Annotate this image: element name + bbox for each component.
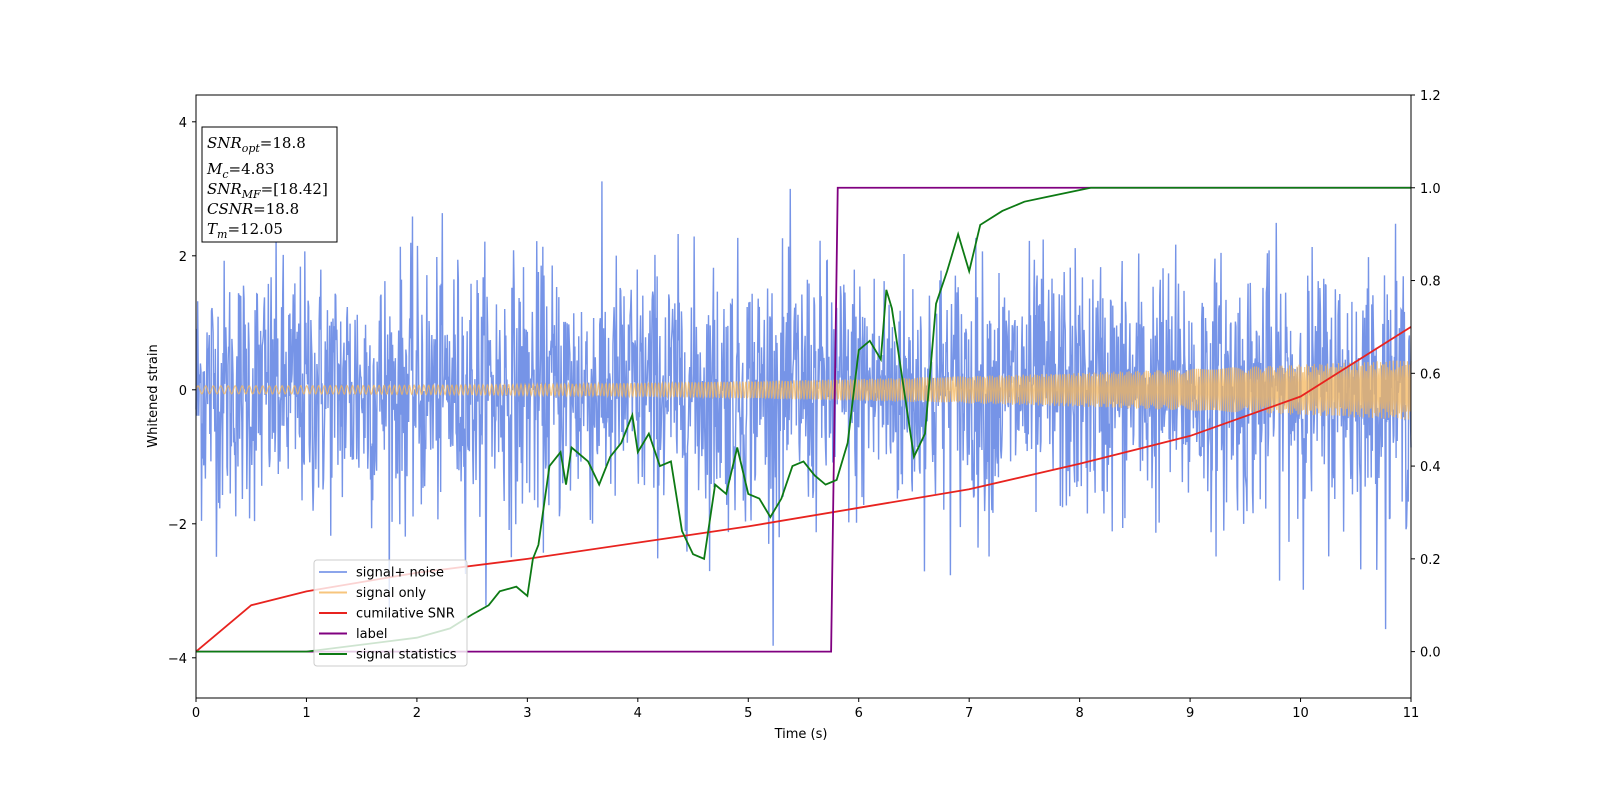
y2-axis: 0.0 0.2 0.4 0.6 0.8 1.0 1.2 — [1411, 89, 1441, 661]
x-tick-label: 11 — [1403, 706, 1420, 721]
x-tick-label: 7 — [965, 706, 973, 721]
info-box-frame — [201, 126, 338, 243]
x-tick-label: 4 — [634, 706, 642, 721]
x-axis-label: Time (s) — [774, 727, 828, 742]
info-snr-mf: SNRMF=[18.42] — [207, 180, 328, 201]
legend: signal+ noise signal only cumilative SNR la… — [313, 559, 468, 667]
signal-only-line — [195, 360, 1412, 420]
info-tm: Tm=12.05 — [207, 220, 283, 241]
signal-only-series — [195, 360, 1412, 420]
y2-tick-label: 1.2 — [1420, 89, 1441, 104]
plot-frame — [195, 94, 1412, 699]
y-axis: −4 −2 0 2 4 — [168, 116, 196, 667]
y-tick-label: −2 — [168, 518, 187, 533]
x-tick-label: 6 — [855, 706, 863, 721]
x-tick-label: 8 — [1075, 706, 1083, 721]
x-tick-label: 5 — [744, 706, 752, 721]
y2-tick-label: 0.6 — [1420, 367, 1441, 382]
y2-tick-label: 0.4 — [1420, 460, 1441, 475]
y2-tick-label: 0.2 — [1420, 553, 1441, 568]
y-axis-label: Whitened strain — [146, 344, 161, 447]
signal-noise-series — [195, 181, 1412, 646]
x-tick-label: 10 — [1292, 706, 1309, 721]
info-snr-opt: SNRopt=18.8 — [207, 134, 306, 155]
y2-tick-label: 0.8 — [1420, 275, 1441, 290]
y-tick-label: −4 — [168, 652, 187, 667]
x-tick-label: 3 — [523, 706, 531, 721]
signal-statistics-line — [196, 186, 1411, 653]
x-tick-label: 2 — [413, 706, 421, 721]
y-tick-label: 2 — [179, 250, 187, 265]
legend-frame — [313, 559, 468, 667]
x-axis: 0 1 2 3 4 5 6 7 8 9 10 11 — [192, 698, 1419, 721]
legend-label: label — [356, 627, 387, 642]
x-tick-label: 9 — [1186, 706, 1194, 721]
info-mc: Mc=4.83 — [206, 160, 275, 181]
x-tick-label: 1 — [302, 706, 310, 721]
y-tick-label: 4 — [179, 116, 187, 131]
legend-label: signal only — [356, 586, 426, 601]
cumulative-snr-line — [195, 326, 1412, 653]
y-tick-label: 0 — [179, 384, 187, 399]
legend-label: cumilative SNR — [356, 607, 455, 622]
signal-noise-line — [195, 181, 1412, 646]
legend-label: signal statistics — [356, 648, 457, 663]
y2-tick-label: 0.0 — [1420, 646, 1441, 661]
legend-label: signal+ noise — [356, 566, 444, 581]
info-box: SNRopt=18.8 Mc=4.83 SNRMF=[18.42] CSNR=1… — [201, 126, 338, 243]
x-tick-label: 0 — [192, 706, 200, 721]
info-csnr: CSNR=18.8 — [207, 200, 299, 218]
y2-tick-label: 1.0 — [1420, 182, 1441, 197]
overlay-series — [195, 186, 1412, 653]
